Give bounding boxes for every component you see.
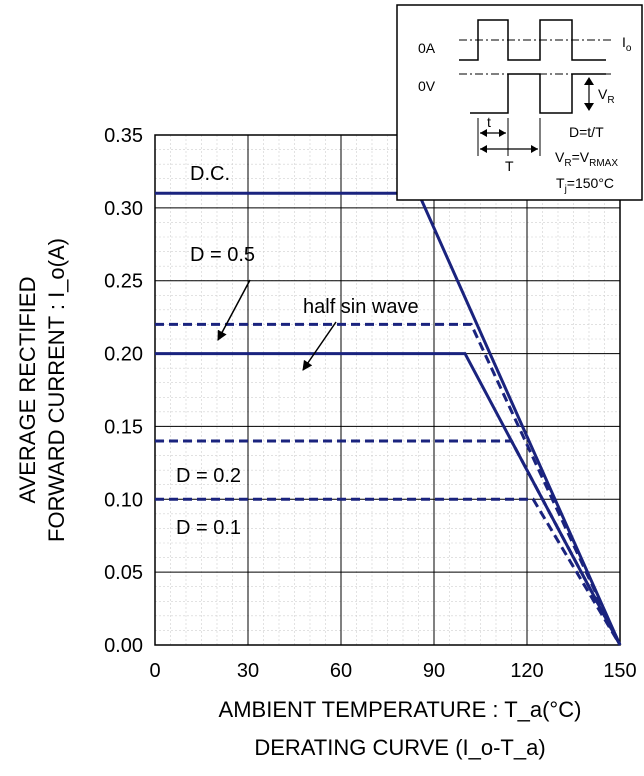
x-axis-title: AMBIENT TEMPERATURE : T_a(°C) — [219, 697, 582, 722]
x-tick-label: 60 — [330, 660, 352, 682]
annotations: D.C. D = 0.5 half sin wave D = 0.2 D = 0… — [176, 163, 419, 539]
y-tick-label: 0.30 — [104, 198, 143, 220]
label-d01: D = 0.1 — [176, 517, 241, 539]
inset-tj: Tj=150°C — [556, 175, 614, 195]
series-line-4 — [155, 497, 622, 646]
inset-vr-eq: VR=VRMAX — [555, 149, 618, 169]
chart-title: DERATING CURVE (I_o-T_a) — [254, 735, 545, 760]
series-line-3 — [155, 439, 622, 646]
label-d05: D = 0.5 — [190, 244, 255, 266]
arrow-d05 — [217, 279, 251, 341]
x-tick-label: 150 — [603, 660, 636, 682]
y-tick-label: 0.00 — [104, 635, 143, 657]
vr-arrow-heads — [584, 77, 594, 111]
T-arrow-heads — [480, 145, 538, 153]
voltage-waveform — [470, 73, 606, 114]
inset-io: Io — [622, 34, 632, 54]
y-tick-labels: 0.00 0.05 0.10 0.15 0.20 0.25 0.30 0.35 — [104, 125, 143, 657]
y-tick-label: 0.10 — [104, 489, 143, 511]
inset-vr: VR — [598, 86, 615, 106]
inset-0v: 0V — [418, 78, 436, 94]
y-tick-label: 0.20 — [104, 344, 143, 366]
y-axis-title-line2: FORWARD CURRENT : I_o(A) — [44, 238, 69, 542]
y-tick-label: 0.05 — [104, 562, 143, 584]
label-dc: D.C. — [190, 163, 230, 185]
y-tick-label: 0.35 — [104, 125, 143, 147]
y-axis-title: AVERAGE RECTIFIED FORWARD CURRENT : I_o(… — [15, 238, 69, 542]
inset-t-small: t — [487, 114, 491, 130]
waveform-inset: 0A 0V Io VR t T D=t/T VR=VRMAX Tj=150°C — [396, 4, 643, 201]
label-d02: D = 0.2 — [176, 465, 241, 487]
inset-T-big: T — [505, 158, 514, 174]
plot-frame — [154, 134, 621, 646]
t-arrow-heads — [480, 129, 506, 137]
label-half-sin: half sin wave — [303, 296, 419, 318]
y-tick-label: 0.25 — [104, 271, 143, 293]
x-tick-labels: 0 30 60 90 120 150 — [149, 660, 636, 682]
arrow-half-sin — [302, 321, 337, 371]
x-tick-label: 90 — [423, 660, 445, 682]
x-tick-label: 30 — [237, 660, 259, 682]
x-tick-label: 120 — [510, 660, 543, 682]
y-axis-title-line1: AVERAGE RECTIFIED — [15, 277, 40, 504]
y-tick-label: 0.15 — [104, 416, 143, 438]
minor-grid — [154, 134, 621, 646]
inset-duty: D=t/T — [569, 124, 604, 140]
series-line-1 — [155, 322, 622, 646]
inset-frame — [396, 4, 643, 201]
inset-0a: 0A — [418, 40, 436, 56]
x-tick-label: 0 — [149, 660, 160, 682]
